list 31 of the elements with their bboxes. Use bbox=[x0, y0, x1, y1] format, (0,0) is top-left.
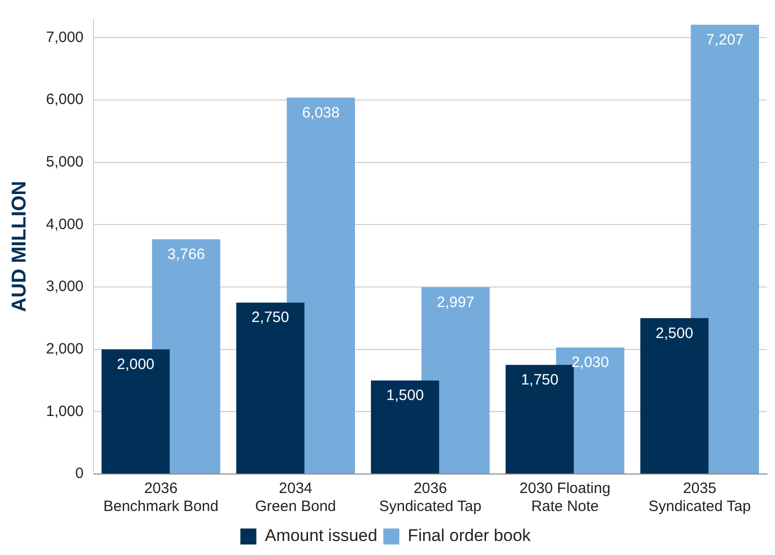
x-tick-label: 2030 Floating Rate Note bbox=[520, 480, 610, 516]
bar bbox=[370, 380, 440, 474]
y-axis-title: AUD MILLION bbox=[8, 180, 31, 312]
y-tick-label: 7,000 bbox=[46, 28, 84, 46]
data-label: 2,500 bbox=[656, 324, 694, 342]
legend-label: Final order book bbox=[408, 526, 532, 546]
y-tick-label: 3,000 bbox=[46, 278, 84, 296]
y-tick-label: 0 bbox=[75, 465, 84, 482]
data-label: 2,030 bbox=[571, 354, 609, 372]
x-tick-label: 2035 Syndicated Tap bbox=[648, 480, 751, 516]
data-label: 1,750 bbox=[520, 372, 558, 389]
y-tick-label: 5,000 bbox=[46, 153, 84, 170]
x-tick-label: 2036 Syndicated Tap bbox=[379, 480, 482, 516]
data-label: 2,997 bbox=[436, 294, 474, 311]
data-label: 1,500 bbox=[386, 387, 424, 404]
y-tick-label: 6,000 bbox=[46, 91, 84, 108]
x-tick-label: 2034 Green Bond bbox=[255, 480, 336, 516]
y-tick-label: 2,000 bbox=[46, 340, 84, 358]
y-tick-label: 1,000 bbox=[46, 402, 84, 420]
bar bbox=[640, 318, 708, 474]
bar bbox=[102, 349, 170, 474]
data-label: 3,766 bbox=[167, 246, 205, 263]
legend-label: Amount issued bbox=[264, 526, 378, 546]
bar bbox=[506, 364, 574, 474]
data-label: 2,000 bbox=[116, 356, 154, 373]
x-tick-label: 2036 Benchmark Bond bbox=[103, 480, 218, 516]
data-label: 6,038 bbox=[302, 104, 340, 122]
y-tick-label: 4,000 bbox=[46, 216, 84, 233]
data-label: 2,750 bbox=[252, 309, 290, 326]
bar bbox=[236, 302, 304, 474]
data-label: 7,207 bbox=[706, 31, 744, 48]
